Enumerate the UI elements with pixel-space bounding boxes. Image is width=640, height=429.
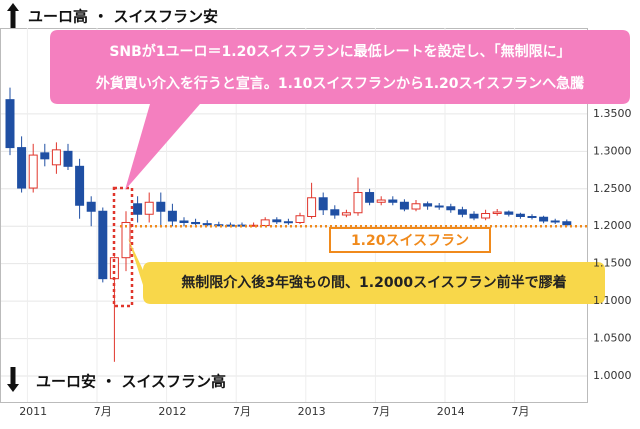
bottom-label: ユーロ安 ・ スイスフラン高 — [36, 373, 226, 391]
candle-body — [121, 221, 131, 259]
y-tick-label: 1.2000 — [593, 219, 632, 232]
candle-body — [434, 205, 444, 208]
candle-body — [86, 201, 96, 212]
candle-body — [376, 199, 386, 203]
up-arrow — [7, 3, 19, 28]
down-arrow — [7, 367, 19, 392]
candle-body — [457, 209, 467, 215]
callout-text: 外貨買い介入を行うと宣言。1.10スイスフランから1.20スイスフランへ急騰 — [96, 75, 585, 92]
candle-body — [214, 224, 224, 227]
candle-body — [17, 147, 27, 189]
candle-body — [5, 99, 15, 149]
candle-body — [167, 210, 177, 222]
x-tick-label: 2012 — [158, 405, 186, 418]
note-text: 無制限介入後3年強もの間、1.2000スイスフラン前半で膠着 — [181, 274, 566, 291]
candle-body — [63, 150, 73, 167]
candle-body — [133, 203, 143, 215]
candle-body — [399, 201, 409, 210]
candle-body — [515, 213, 525, 217]
y-tick-label: 1.0500 — [593, 332, 632, 345]
y-tick-label: 1.1500 — [593, 257, 632, 270]
candle-body — [539, 216, 549, 222]
candle-body — [388, 199, 398, 203]
x-tick-label: 2011 — [19, 405, 47, 418]
candle-body — [156, 201, 166, 212]
y-tick-label: 1.0000 — [593, 369, 632, 382]
candle-body — [492, 211, 502, 215]
candle-body — [51, 149, 61, 166]
candle-body — [202, 223, 212, 226]
candle-body — [318, 197, 328, 211]
candle-body — [260, 219, 270, 226]
candle-body — [307, 197, 317, 217]
candle-body — [28, 154, 38, 189]
reference-label-box — [329, 227, 491, 253]
x-tick-label: 2014 — [437, 405, 465, 418]
top-label: ユーロ高 ・ スイスフラン安 — [28, 8, 218, 26]
candle-body — [272, 219, 282, 223]
x-tick-label: 7月 — [233, 405, 251, 418]
candle-body — [191, 221, 201, 225]
y-tick-label: 1.1000 — [593, 294, 632, 307]
candle-body — [249, 224, 259, 227]
candle-body — [562, 221, 572, 226]
note-bubble — [128, 238, 605, 304]
candle-body — [365, 192, 375, 203]
candle-body — [423, 203, 433, 207]
candle-body — [527, 215, 537, 218]
candle-body — [283, 221, 293, 224]
candle-body — [411, 203, 421, 210]
candle-body — [179, 220, 189, 223]
reference-label: 1.20スイスフラン — [351, 233, 469, 249]
candle-body — [481, 213, 491, 219]
x-tick-label: 7月 — [511, 405, 529, 418]
x-tick-label: 7月 — [372, 405, 390, 418]
candle-body — [353, 192, 363, 214]
candle-body — [330, 209, 340, 216]
y-tick-label: 1.2500 — [593, 182, 632, 195]
callout-bubble — [50, 30, 630, 190]
y-tick-label: 1.3500 — [593, 107, 632, 120]
candle-body — [469, 213, 479, 219]
candle-body — [446, 206, 456, 211]
candle-body — [295, 215, 305, 223]
x-tick-label: 7月 — [94, 405, 112, 418]
x-tick-label: 2013 — [298, 405, 326, 418]
candle-body — [75, 165, 85, 206]
candle-body — [144, 201, 154, 215]
highlight-box — [112, 186, 134, 308]
candle-body — [341, 212, 351, 216]
candle-body — [504, 211, 514, 215]
callout-text: SNBが1ユーロ＝1.20スイスフランに最低レートを設定し、「無制限に」 — [109, 43, 570, 60]
y-tick-label: 1.3000 — [593, 144, 632, 157]
candle-body — [40, 152, 50, 160]
candle-body — [98, 210, 108, 280]
candle-body — [550, 220, 560, 223]
